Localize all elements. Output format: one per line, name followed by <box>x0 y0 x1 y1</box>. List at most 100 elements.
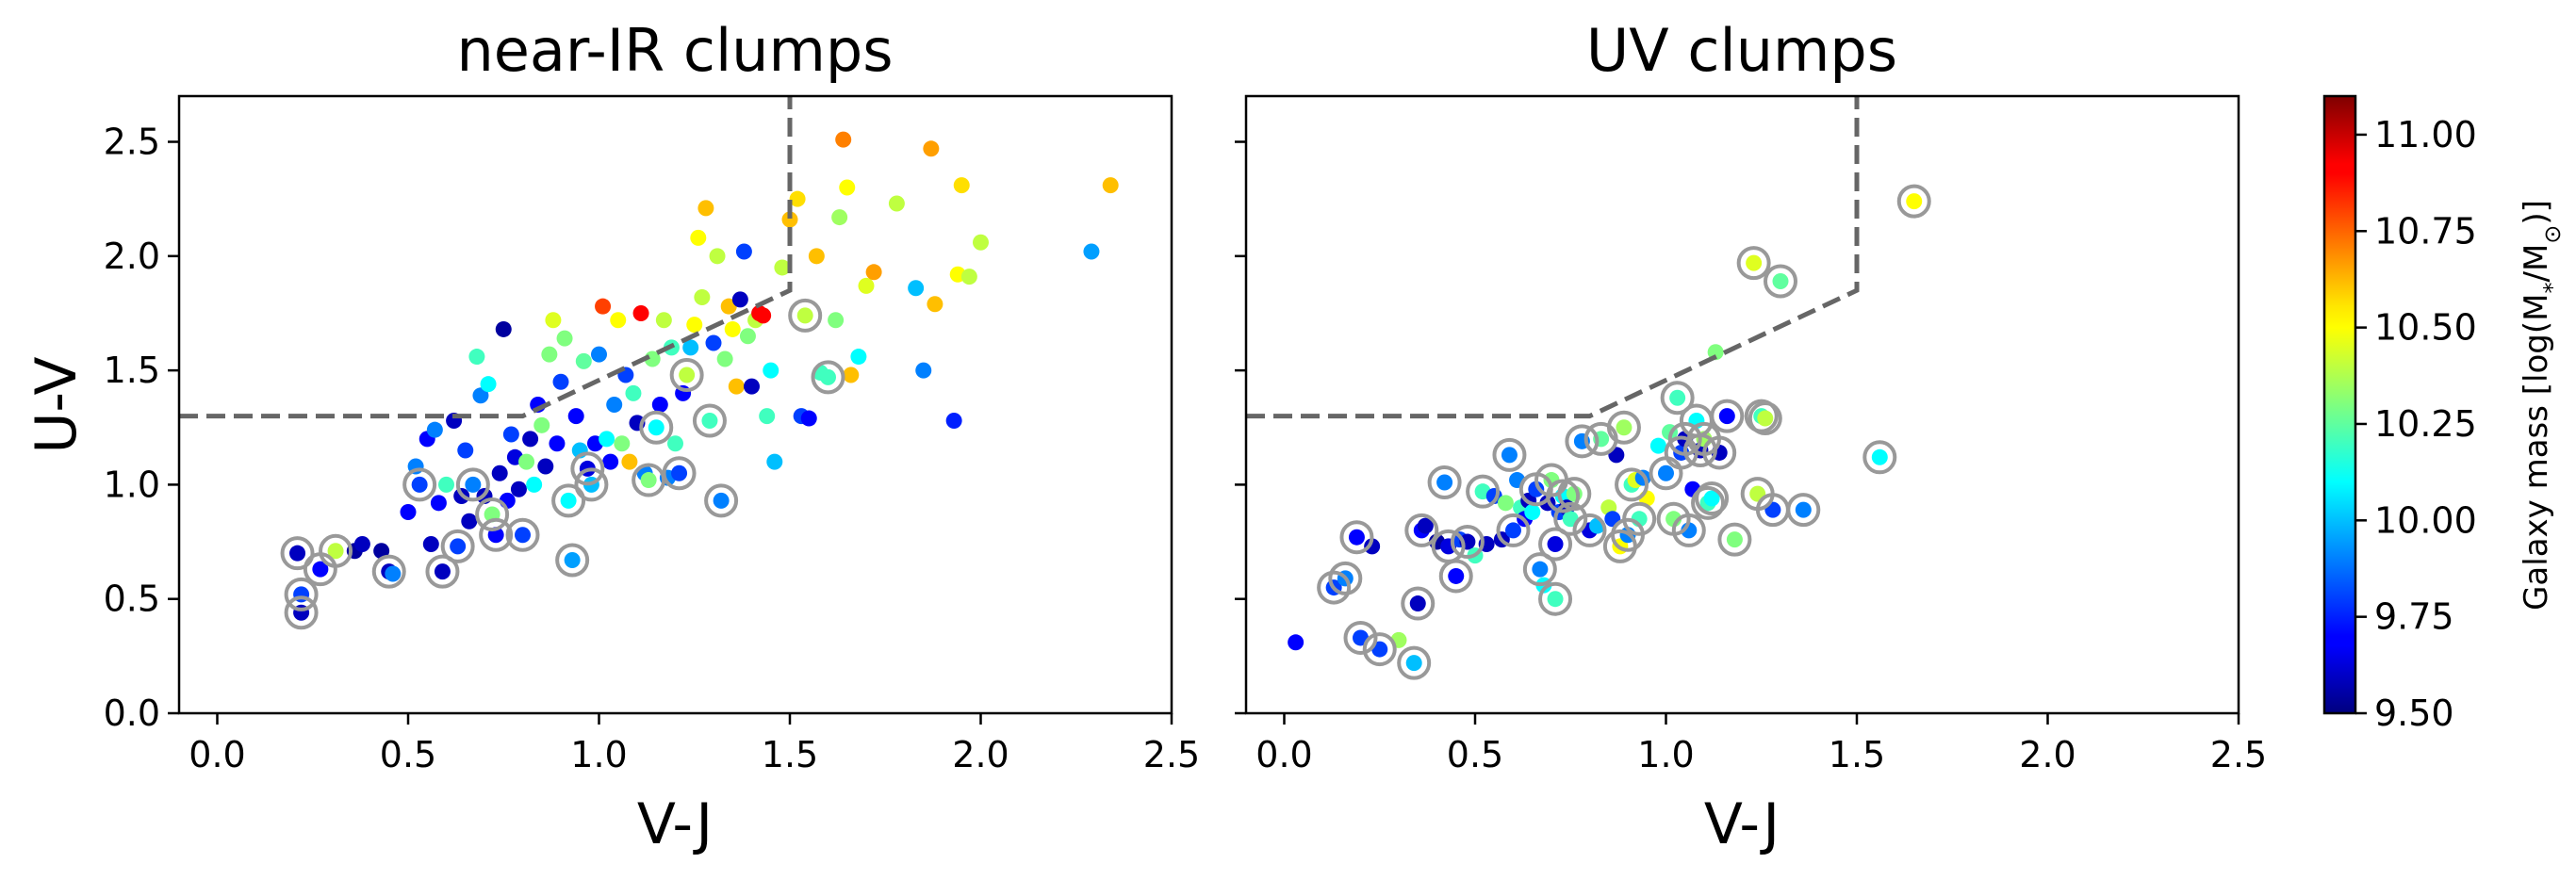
scatter-point <box>766 453 783 470</box>
scatter-point <box>1409 595 1426 612</box>
scatter-point <box>560 492 577 509</box>
scatter-point <box>716 350 733 367</box>
scatter-point <box>426 421 443 438</box>
scatter-point <box>1669 389 1686 406</box>
x-axis-ticks: 0.0 0.5 1.0 1.5 2.0 2.5 <box>189 713 1200 775</box>
scatter-point <box>744 378 760 395</box>
colorbar-tick-label: 10.00 <box>2374 499 2477 541</box>
x-tick-label: 2.0 <box>952 734 1009 775</box>
highlight-ring <box>1691 485 1726 520</box>
scatter-point <box>510 481 527 497</box>
scatter-point <box>422 535 439 552</box>
scatter-point <box>1405 655 1422 672</box>
scatter-point <box>755 307 772 324</box>
scatter-point <box>1417 517 1434 534</box>
scatter-point <box>839 179 856 196</box>
highlight-ring <box>1438 559 1473 594</box>
highlight-ring <box>1695 481 1730 515</box>
scatter-points <box>1288 193 1923 672</box>
scatter-point <box>591 346 607 363</box>
colorbar-tick-label: 10.75 <box>2374 210 2477 252</box>
highlight-ring <box>1764 264 1797 299</box>
scatter-point <box>438 476 454 493</box>
scatter-point <box>763 362 779 379</box>
highlight-ring <box>1710 399 1745 433</box>
x-tick-label: 0.0 <box>189 734 245 775</box>
scatter-point <box>831 209 848 226</box>
scatter-point <box>632 304 649 321</box>
highlight-ring <box>1538 581 1573 616</box>
highlight-rings <box>1317 184 1931 680</box>
scatter-point <box>1726 531 1743 548</box>
scatter-point <box>835 131 852 148</box>
scatter-point <box>960 269 977 285</box>
scatter-point <box>953 177 970 194</box>
highlight-ring <box>1702 435 1737 470</box>
scatter-point <box>705 334 722 351</box>
highlight-ring <box>440 529 475 563</box>
scatter-point <box>610 312 627 329</box>
scatter-point <box>614 435 631 452</box>
scatter-point <box>808 248 825 265</box>
scatter-point <box>759 408 776 425</box>
x-tick-label: 0.0 <box>1255 734 1312 775</box>
colorbar-tick-label: 10.25 <box>2374 403 2477 445</box>
highlight-ring <box>1660 381 1695 416</box>
scatter-point <box>1906 193 1923 210</box>
highlight-ring <box>402 467 437 502</box>
highlight-ring <box>505 517 540 552</box>
scatter-point <box>671 464 688 481</box>
scatter-point <box>709 248 726 265</box>
scatter-point <box>908 280 925 297</box>
highlight-ring <box>1401 586 1436 621</box>
scatter-point <box>781 211 798 228</box>
highlight-ring <box>1492 437 1527 472</box>
highlight-ring <box>1522 552 1557 587</box>
highlight-ring <box>574 467 609 502</box>
highlight-ring <box>319 533 353 568</box>
y-tick-label: 1.0 <box>104 464 160 505</box>
scatter-point <box>1547 535 1564 552</box>
scatter-point <box>541 346 558 363</box>
scatter-point <box>1288 634 1304 651</box>
panel-uv-clumps: UV clumps 0.0 0.5 1.0 1.5 2.0 2.5 V-J <box>1235 16 2267 857</box>
scatter-point <box>465 476 482 493</box>
panel-title: near-IR clumps <box>456 16 893 85</box>
highlight-ring <box>1786 493 1821 528</box>
scatter-point <box>865 264 882 281</box>
scatter-point <box>1703 490 1720 507</box>
highlight-ring <box>555 543 590 578</box>
x-tick-label: 1.5 <box>762 734 818 775</box>
scatter-point <box>690 229 707 246</box>
panel-title: UV clumps <box>1586 16 1897 85</box>
highlight-ring <box>1557 477 1592 512</box>
plot-frame <box>1244 94 2240 715</box>
scatter-point <box>973 234 989 251</box>
scatter-point <box>564 551 581 568</box>
colorbar-label: Galaxy mass [log(M*/M⊙)] <box>2518 200 2566 611</box>
highlight-ring <box>692 403 727 438</box>
y-axis-ticks <box>1235 140 1246 715</box>
scatter-point <box>327 543 344 560</box>
y-axis-ticks: 0.0 0.5 1.0 1.5 2.0 2.5 <box>104 122 179 734</box>
x-tick-label: 2.0 <box>2019 734 2076 775</box>
scatter-point <box>468 349 485 366</box>
scatter-point <box>640 472 657 489</box>
scatter-point <box>724 320 741 337</box>
scatter-point <box>533 416 550 433</box>
scatter-point <box>728 378 745 395</box>
highlight-rings <box>280 298 845 630</box>
scatter-point <box>621 453 638 470</box>
scatter-point <box>556 330 573 347</box>
scatter-point <box>1707 344 1724 361</box>
highlight-ring <box>639 410 674 445</box>
scatter-point <box>1083 243 1100 260</box>
scatter-point <box>800 410 817 427</box>
scatter-point <box>1746 254 1763 271</box>
scatter-point <box>567 408 584 425</box>
highlight-ring <box>669 357 704 392</box>
scatter-point <box>1718 408 1735 425</box>
scatter-point <box>1497 495 1514 512</box>
highlight-ring <box>1606 410 1641 445</box>
